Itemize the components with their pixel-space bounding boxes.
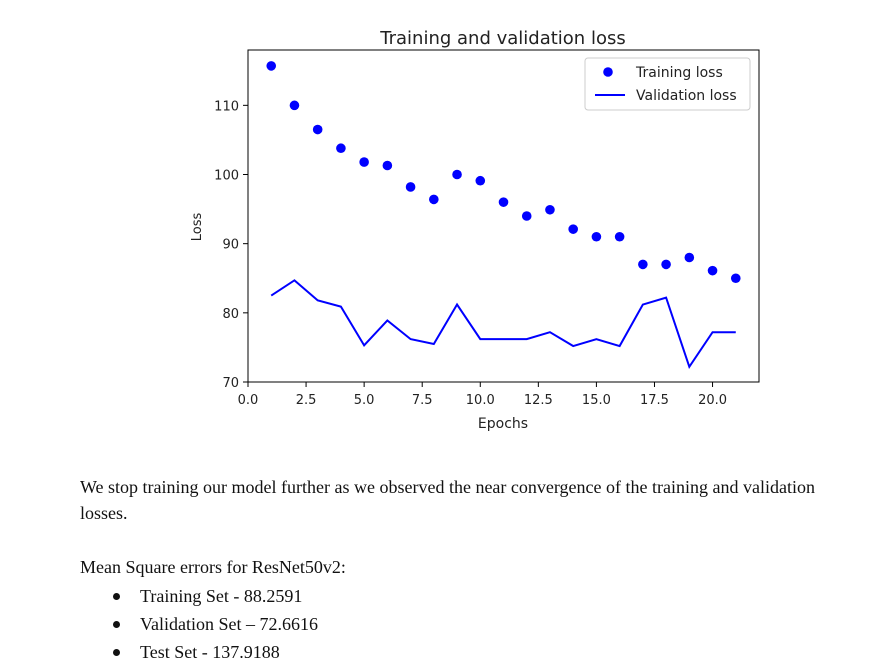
y-tick-label: 80 — [222, 307, 239, 322]
y-tick-label: 90 — [222, 238, 239, 253]
legend-training-marker — [603, 67, 613, 77]
series-layer — [266, 61, 741, 370]
bullet-icon — [113, 593, 120, 600]
x-tick-label: 10.0 — [466, 393, 495, 408]
x-tick-label: 17.5 — [640, 393, 669, 408]
mse-list: Training Set - 88.2591 Validation Set – … — [108, 582, 318, 666]
training-loss-point — [312, 124, 323, 135]
training-loss-point — [359, 157, 369, 167]
list-item-text: Training Set - 88.2591 — [140, 586, 303, 606]
training-loss-point — [545, 204, 555, 215]
loss-chart: Training and validation loss 0.0 2.5 5.0 7.… — [190, 28, 760, 432]
plot-frame — [247, 49, 760, 383]
x-tick-label: 7.5 — [412, 393, 433, 408]
conclusion-paragraph: We stop training our model further as we… — [80, 477, 815, 523]
y-axis-label: Loss — [190, 213, 205, 242]
x-tick-label: 0.0 — [238, 393, 259, 408]
legend-box — [584, 57, 751, 111]
training-loss-point — [638, 259, 648, 270]
legend-training-label: Training loss — [635, 65, 723, 81]
validation-loss-line — [270, 279, 736, 370]
training-loss-point — [452, 169, 462, 180]
training-loss-point — [614, 231, 625, 242]
bullet-icon — [113, 621, 120, 628]
training-loss-point — [661, 259, 671, 270]
x-axis-ticks: 0.0 2.5 5.0 7.5 10.0 12.5 15.0 17.5 20.0 — [238, 382, 727, 408]
training-loss-point — [498, 197, 509, 207]
chart-title: Training and validation loss — [379, 28, 625, 49]
x-tick-label: 5.0 — [354, 393, 375, 408]
list-item: Validation Set – 72.6616 — [108, 610, 318, 638]
training-loss-point — [521, 211, 532, 221]
y-axis-ticks: 70 80 90 100 110 — [214, 99, 248, 391]
training-loss-point — [591, 231, 602, 242]
y-tick-label: 100 — [214, 169, 239, 184]
list-item-text: Test Set - 137.9188 — [140, 642, 280, 662]
training-loss-point — [382, 160, 393, 171]
training-loss-point — [730, 273, 741, 284]
x-axis-label: Epochs — [478, 416, 528, 432]
list-item: Training Set - 88.2591 — [108, 582, 318, 610]
x-tick-label: 20.0 — [698, 393, 727, 408]
legend-validation-label: Validation loss — [636, 88, 737, 104]
x-tick-label: 15.0 — [582, 393, 611, 408]
training-loss-point — [707, 265, 718, 276]
x-tick-label: 12.5 — [524, 393, 553, 408]
training-loss-point — [475, 175, 486, 186]
training-loss-point — [429, 194, 439, 205]
training-loss-point — [266, 61, 277, 71]
training-loss-point — [336, 143, 346, 154]
document-body: We stop training our model further as we… — [80, 474, 840, 662]
legend: Training loss Validation loss — [584, 57, 751, 111]
mse-heading: Mean Square errors for ResNet50v2: — [80, 557, 346, 577]
training-loss-point — [289, 100, 300, 111]
training-loss-point — [568, 224, 578, 234]
y-tick-label: 110 — [214, 99, 239, 114]
bullet-icon — [113, 649, 120, 656]
list-item: Test Set - 137.9188 — [108, 638, 318, 666]
training-loss-point — [684, 252, 695, 263]
y-tick-label: 70 — [222, 376, 239, 391]
x-tick-label: 2.5 — [296, 393, 317, 408]
list-item-text: Validation Set – 72.6616 — [140, 614, 318, 634]
training-loss-point — [405, 182, 416, 192]
